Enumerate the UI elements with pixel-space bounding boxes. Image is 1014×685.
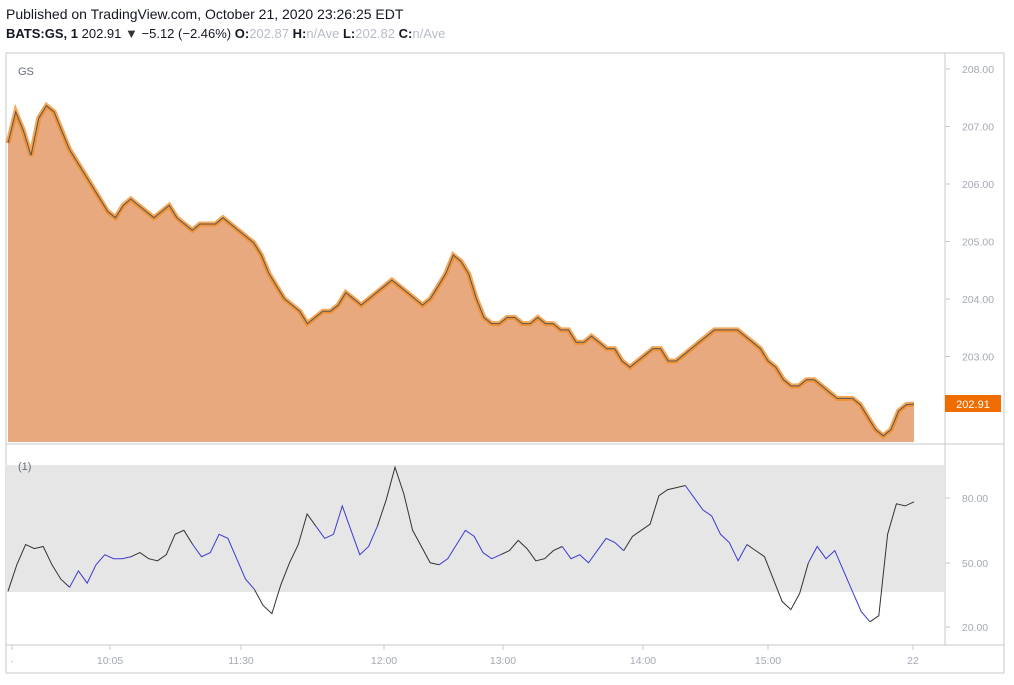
time-tick-label: 13:00 xyxy=(490,655,516,667)
time-tick-label: 15:00 xyxy=(755,655,781,667)
last-price-tag-label: 202.91 xyxy=(956,399,990,411)
open-value: 202.87 xyxy=(249,26,289,41)
rsi-line-segment xyxy=(130,529,194,562)
high-label: H: xyxy=(292,26,307,41)
price-tick-label: 205.00 xyxy=(962,237,994,249)
rsi-line-segment xyxy=(869,501,915,623)
symbol-name[interactable]: BATS:GS, 1 xyxy=(6,26,78,41)
rsi-band-background xyxy=(6,465,945,592)
rsi-line-segment xyxy=(253,512,317,615)
price-line xyxy=(7,104,915,437)
price-axis[interactable]: 208.00 207.00 206.00 205.00 204.00 203.00 xyxy=(945,64,994,364)
rsi-line-segment xyxy=(69,554,132,588)
rsi-pane-label: (1) xyxy=(18,461,31,473)
rsi-tick-label: 80.00 xyxy=(962,493,988,505)
rsi-line-segment xyxy=(684,485,748,562)
rsi-line-segment xyxy=(376,465,440,566)
rsi-tick-label: 20.00 xyxy=(962,622,988,634)
rsi-line-segment xyxy=(561,537,625,564)
last-price-tag: 202.91 xyxy=(945,395,1001,412)
symbol-info-bar: BATS:GS, 1 202.91 ▼ −5.12 (−2.46%) O:202… xyxy=(6,25,445,43)
chart-frame xyxy=(5,52,1005,674)
rsi-axis[interactable]: 80.00 50.00 20.00 xyxy=(945,493,988,634)
price-change: −5.12 (−2.46%) xyxy=(141,26,232,41)
close-label: C: xyxy=(398,26,413,41)
time-tick-label: 14:00 xyxy=(630,655,656,667)
time-axis[interactable]: · 10:05 11:30 12:00 13:00 14:00 15:00 22 xyxy=(10,645,919,667)
rsi-line-layer xyxy=(7,465,915,623)
time-tick-label: 12:00 xyxy=(371,655,397,667)
close-value: n/Ave xyxy=(412,26,446,41)
main-pane-label: GS xyxy=(18,66,34,78)
outer-border xyxy=(5,52,1005,674)
low-label: L: xyxy=(342,26,356,41)
time-tick-label: 10:05 xyxy=(97,655,123,667)
down-arrow-icon: ▼ xyxy=(125,26,138,41)
price-tick-label: 208.00 xyxy=(962,64,994,76)
price-area-layer xyxy=(5,101,915,442)
rsi-line-segment xyxy=(192,533,255,590)
rsi-line-segment xyxy=(7,543,70,592)
last-price: 202.91 xyxy=(81,26,122,41)
high-value: n/Ave xyxy=(306,26,340,41)
rsi-line-segment xyxy=(500,539,563,562)
published-caption: Published on TradingView.com, October 21… xyxy=(6,6,404,22)
rsi-tick-label: 50.00 xyxy=(962,558,988,570)
price-tick-label: 206.00 xyxy=(962,179,994,191)
rsi-line-segment xyxy=(807,545,871,623)
rsi-line-segment xyxy=(438,529,501,566)
time-tick-label: 11:30 xyxy=(228,655,254,667)
price-area-fill xyxy=(8,105,914,442)
rsi-line-segment xyxy=(623,485,686,551)
price-tick-label: 204.00 xyxy=(962,294,994,306)
rsi-line-segment xyxy=(315,504,378,556)
low-value: 202.82 xyxy=(355,26,396,41)
time-tick-label: 22 xyxy=(907,655,919,667)
time-tick-label: · xyxy=(10,655,14,667)
price-tick-label: 203.00 xyxy=(962,352,994,364)
price-tick-label: 207.00 xyxy=(962,122,994,134)
last-price-tag-bg xyxy=(945,395,1001,412)
open-label: O: xyxy=(234,26,250,41)
rsi-line-segment xyxy=(746,544,809,611)
